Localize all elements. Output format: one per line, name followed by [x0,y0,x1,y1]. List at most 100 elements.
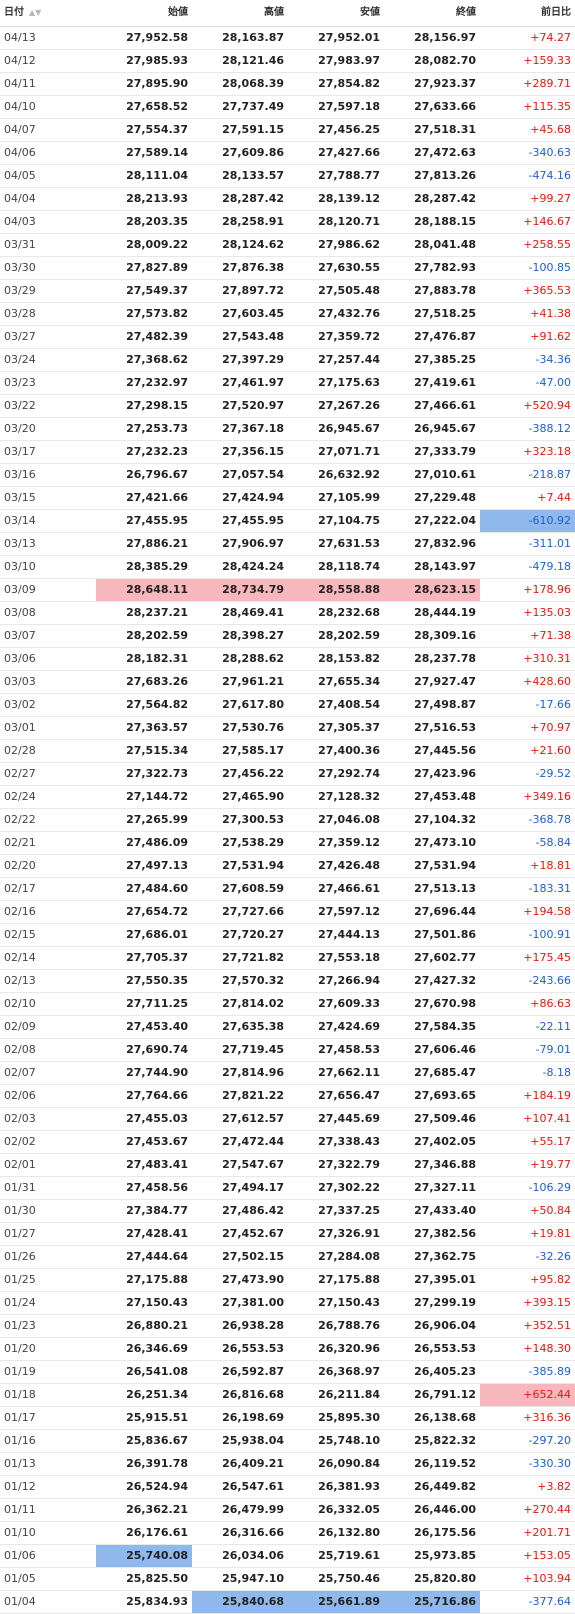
open-cell: 25,740.08 [96,1545,192,1567]
open-cell: 27,232.97 [126,376,188,389]
open-cell: 28,213.93 [126,192,188,205]
high-cell: 27,381.00 [222,1296,284,1309]
close-cell: 27,466.61 [414,399,476,412]
table-row: 01/26 27,444.64 27,502.15 27,284.08 27,362.7… [0,1246,575,1269]
close-cell: 27,423.96 [414,767,476,780]
open-cell: 27,384.77 [126,1204,188,1217]
date-header-label: 日付 [4,7,24,18]
close-cell: 26,138.68 [414,1411,476,1424]
change-cell: -47.00 [535,376,571,389]
change-cell: -311.01 [528,537,571,550]
change-cell: -17.66 [535,698,571,711]
open-cell: 27,455.03 [126,1112,188,1125]
close-cell: 27,010.61 [414,468,476,481]
table-row: 01/23 26,880.21 26,938.28 26,788.76 26,906.0… [0,1315,575,1338]
open-cell: 27,985.93 [126,54,188,67]
date-cell: 03/07 [4,629,36,642]
change-cell: -34.36 [535,353,571,366]
high-cell: 28,258.91 [222,215,284,228]
open-cell: 27,827.89 [126,261,188,274]
open-cell: 28,385.29 [126,560,188,573]
table-row: 02/16 27,654.72 27,727.66 27,597.12 27,696.4… [0,901,575,924]
low-cell: 27,322.79 [318,1158,380,1171]
close-cell: 27,299.19 [414,1296,476,1309]
date-cell: 03/27 [4,330,36,343]
low-cell: 25,895.30 [318,1411,380,1424]
low-cell: 27,427.66 [318,146,380,159]
open-cell: 27,711.25 [126,997,188,1010]
open-cell: 27,453.40 [126,1020,188,1033]
date-cell: 01/25 [4,1273,36,1286]
change-cell: +310.31 [523,652,571,665]
table-row: 04/05 28,111.04 28,133.57 27,788.77 27,813.2… [0,165,575,188]
table-row: 03/08 28,237.21 28,469.41 28,232.68 28,444.1… [0,602,575,625]
high-cell: 28,068.39 [222,77,284,90]
date-cell: 02/24 [4,790,36,803]
close-cell: 27,696.44 [414,905,476,918]
change-cell: +352.51 [523,1319,571,1332]
date-cell: 03/24 [4,353,36,366]
open-cell: 27,550.35 [126,974,188,987]
open-cell: 27,554.37 [126,123,188,136]
change-cell: +18.81 [530,859,571,872]
low-cell: 27,305.37 [318,721,380,734]
close-cell: 27,419.61 [414,376,476,389]
high-cell: 27,424.94 [222,491,284,504]
change-cell: -368.78 [528,813,571,826]
change-cell: +70.97 [530,721,571,734]
date-cell: 03/17 [4,445,36,458]
high-cell: 27,530.76 [222,721,284,734]
date-cell: 02/10 [4,997,36,1010]
change-cell: -479.18 [528,560,571,573]
change-cell: -243.66 [528,974,571,987]
table-row: 02/24 27,144.72 27,465.90 27,128.32 27,453.4… [0,786,575,809]
open-cell: 27,458.56 [126,1181,188,1194]
close-cell: 27,395.01 [414,1273,476,1286]
close-cell: 27,513.13 [414,882,476,895]
table-row: 02/08 27,690.74 27,719.45 27,458.53 27,606.4… [0,1039,575,1062]
open-cell: 28,237.21 [126,606,188,619]
date-cell: 01/20 [4,1342,36,1355]
table-row: 01/12 26,524.94 26,547.61 26,381.93 26,449.8… [0,1476,575,1499]
date-cell: 03/03 [4,675,36,688]
low-cell: 27,337.25 [318,1204,380,1217]
close-cell: 26,446.00 [414,1503,476,1516]
sort-arrows-icon[interactable]: ▲▼ [29,8,42,17]
low-cell: 27,175.63 [318,376,380,389]
date-cell: 01/04 [4,1595,36,1608]
date-column-header[interactable]: 日付 ▲▼ [4,0,41,26]
low-cell: 27,071.71 [318,445,380,458]
change-cell: -377.64 [528,1595,571,1608]
high-cell: 27,737.49 [222,100,284,113]
high-cell: 27,543.48 [222,330,284,343]
close-column-header: 終値 [456,7,476,18]
date-cell: 04/06 [4,146,36,159]
open-cell: 27,744.90 [126,1066,188,1079]
low-cell: 26,132.80 [318,1526,380,1539]
change-cell: +99.27 [530,192,571,205]
table-row: 02/01 27,483.41 27,547.67 27,322.79 27,346.8… [0,1154,575,1177]
open-cell: 27,322.73 [126,767,188,780]
high-column-header: 高値 [264,7,284,18]
date-cell: 03/15 [4,491,36,504]
high-cell: 27,397.29 [222,353,284,366]
high-cell: 28,133.57 [222,169,284,182]
low-cell: 26,945.67 [318,422,380,435]
close-cell: 28,041.48 [414,238,476,251]
high-cell: 27,635.38 [222,1020,284,1033]
table-row: 04/07 27,554.37 27,591.15 27,456.25 27,518.3… [0,119,575,142]
open-cell: 26,362.21 [126,1503,188,1516]
low-cell: 28,153.82 [318,652,380,665]
date-cell: 01/18 [4,1388,36,1401]
table-row: 03/27 27,482.39 27,543.48 27,359.72 27,476.8… [0,326,575,349]
low-cell: 27,175.88 [318,1273,380,1286]
date-cell: 02/03 [4,1112,36,1125]
open-cell: 28,009.22 [126,238,188,251]
table-row: 03/07 28,202.59 28,398.27 28,202.59 28,309.1… [0,625,575,648]
high-cell: 27,603.45 [222,307,284,320]
low-cell: 27,426.48 [318,859,380,872]
close-cell: 27,782.93 [414,261,476,274]
low-cell: 27,609.33 [318,997,380,1010]
close-cell: 27,445.56 [414,744,476,757]
change-cell: +55.17 [530,1135,571,1148]
